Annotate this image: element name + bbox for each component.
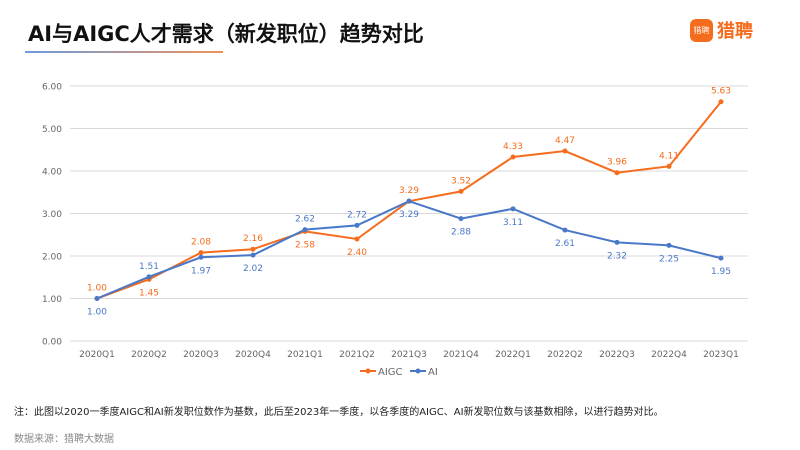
data-point <box>146 274 152 280</box>
data-point <box>302 227 308 233</box>
data-point <box>250 246 256 252</box>
data-point <box>718 255 724 261</box>
data-point <box>510 154 516 160</box>
data-label: 1.51 <box>139 262 159 272</box>
legend-label: AI <box>428 367 438 378</box>
y-tick-label: 4.00 <box>42 168 62 178</box>
data-source: 数据来源：猎聘大数据 <box>14 434 114 445</box>
data-label: 1.00 <box>87 284 107 294</box>
data-label: 2.88 <box>451 228 471 238</box>
x-tick-label: 2020Q2 <box>131 350 167 360</box>
liepin-logo: 猎聘 猎聘 <box>690 17 753 43</box>
x-tick-label: 2021Q4 <box>443 350 479 360</box>
data-label: 4.11 <box>659 151 679 161</box>
x-tick-label: 2020Q1 <box>79 350 115 360</box>
data-point <box>666 163 672 169</box>
data-point <box>250 252 256 258</box>
legend-label: AIGC <box>378 367 403 378</box>
data-label: 1.95 <box>711 267 731 277</box>
data-point <box>510 206 516 212</box>
data-label: 1.00 <box>87 308 107 318</box>
data-point <box>406 198 412 204</box>
title-underline <box>25 51 223 53</box>
data-point <box>458 216 464 222</box>
data-label: 2.40 <box>347 248 367 258</box>
data-label: 2.02 <box>243 264 263 274</box>
data-point <box>614 239 620 245</box>
y-tick-label: 3.00 <box>42 210 62 220</box>
data-label: 2.62 <box>295 215 315 225</box>
data-label: 2.32 <box>607 251 627 261</box>
x-tick-label: 2021Q2 <box>339 350 375 360</box>
y-tick-label: 1.00 <box>42 295 62 305</box>
data-point <box>666 242 672 248</box>
data-point <box>458 188 464 194</box>
x-tick-label: 2022Q3 <box>599 350 635 360</box>
y-tick-label: 0.00 <box>42 338 62 348</box>
chart-note: 注：此图以2020一季度AIGC和AI新发职位数作为基数，此后至2023年一季度… <box>14 407 664 418</box>
data-point <box>562 227 568 233</box>
page-title: AI与AIGC人才需求（新发职位）趋势对比 <box>28 22 424 46</box>
data-label: 1.97 <box>191 266 211 276</box>
data-label: 2.72 <box>347 210 367 220</box>
x-tick-label: 2020Q4 <box>235 350 271 360</box>
data-label: 3.11 <box>503 218 523 228</box>
y-tick-label: 6.00 <box>42 83 62 93</box>
x-tick-label: 2023Q1 <box>703 350 739 360</box>
data-label: 3.29 <box>399 186 419 196</box>
data-point <box>354 222 360 228</box>
data-label: 3.52 <box>451 176 471 186</box>
logo-icon: 猎聘 <box>690 18 713 42</box>
y-tick-label: 2.00 <box>42 253 62 263</box>
x-tick-label: 2022Q2 <box>547 350 583 360</box>
logo-text: 猎聘 <box>717 21 753 42</box>
data-label: 2.16 <box>243 234 263 244</box>
data-point <box>718 99 724 105</box>
data-point <box>198 250 204 256</box>
data-label: 5.63 <box>711 87 731 97</box>
data-label: 3.96 <box>607 158 627 168</box>
data-label: 4.33 <box>503 142 523 152</box>
data-point <box>94 296 100 301</box>
data-point <box>614 170 620 176</box>
y-tick-label: 5.00 <box>42 125 62 135</box>
data-label: 2.61 <box>555 239 575 249</box>
data-point <box>562 148 568 154</box>
x-tick-label: 2022Q4 <box>651 350 687 360</box>
data-label: 3.29 <box>399 210 419 220</box>
legend-marker <box>415 368 421 374</box>
x-tick-label: 2022Q1 <box>495 350 531 360</box>
data-point <box>354 236 360 242</box>
x-tick-label: 2021Q3 <box>391 350 427 360</box>
data-label: 4.47 <box>555 136 575 146</box>
x-tick-label: 2020Q3 <box>183 350 219 360</box>
data-point <box>198 254 204 260</box>
x-tick-label: 2021Q1 <box>287 350 323 360</box>
data-label: 1.45 <box>139 288 159 298</box>
data-label: 2.08 <box>191 238 211 248</box>
legend-marker <box>365 368 371 374</box>
data-label: 2.25 <box>659 254 679 264</box>
data-label: 2.58 <box>295 240 315 250</box>
